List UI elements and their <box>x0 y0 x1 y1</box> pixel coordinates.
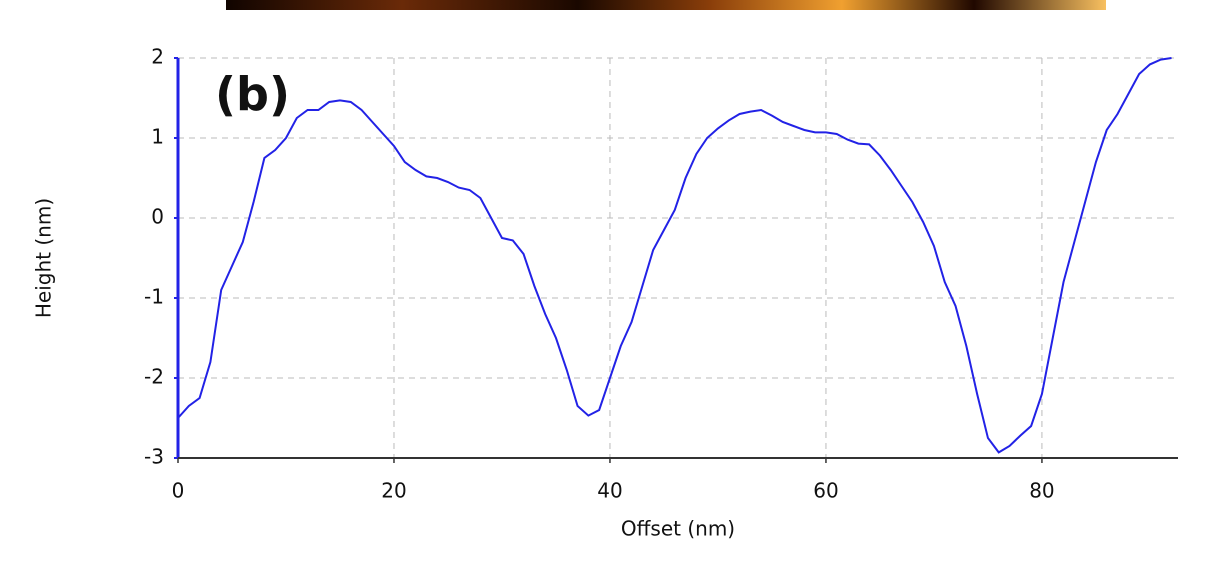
colorbar-strip <box>226 0 1106 10</box>
y-axis-label: Height (nm) <box>32 198 56 318</box>
x-tick-label: 20 <box>381 479 406 503</box>
x-tick-label: 40 <box>597 479 622 503</box>
y-tick-label: -3 <box>144 445 164 469</box>
x-axis-label: Offset (nm) <box>621 517 735 541</box>
x-tick-label: 80 <box>1029 479 1054 503</box>
panel-label: (b) <box>215 68 290 122</box>
data-line <box>177 57 1172 454</box>
y-tick-label: 0 <box>151 205 164 229</box>
y-tick-label: -1 <box>144 285 164 309</box>
x-tick-label: 60 <box>813 479 838 503</box>
y-tick-label: 2 <box>151 45 164 69</box>
y-tick-label: -2 <box>144 365 164 389</box>
x-tick-label: 0 <box>172 479 185 503</box>
y-tick-label: 1 <box>151 125 164 149</box>
